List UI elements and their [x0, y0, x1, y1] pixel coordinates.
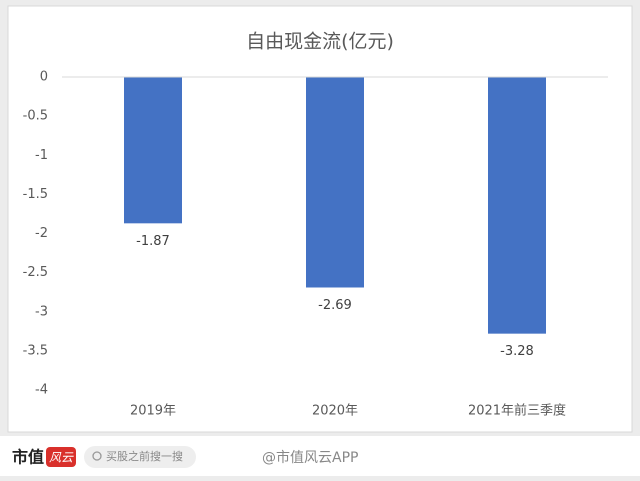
value-label: -3.28: [500, 344, 534, 359]
bar: [306, 77, 364, 288]
x-tick-label: 2019年: [130, 404, 176, 419]
y-tick-label: -0.5: [23, 109, 48, 124]
y-tick-label: -2: [35, 226, 48, 241]
y-tick-label: -4: [35, 383, 48, 398]
value-label: -2.69: [318, 298, 352, 313]
y-tick-label: -2.5: [23, 265, 48, 280]
x-tick-label: 2020年: [312, 404, 358, 419]
value-label: -1.87: [136, 234, 170, 249]
footer-logo-badge: 风云: [49, 451, 74, 465]
logo-badge-bg: [46, 447, 76, 467]
y-tick-label: 0: [40, 70, 48, 85]
bar: [488, 77, 546, 334]
bar: [124, 77, 182, 224]
footer-logo: 市值: [12, 448, 44, 467]
search-icon: [92, 451, 102, 461]
chart-title: 自由现金流(亿元): [246, 31, 394, 53]
y-tick-label: -3.5: [23, 343, 48, 358]
footer-watermark: @市值风云APP: [262, 449, 358, 466]
y-tick-label: -1.5: [23, 187, 48, 202]
search-box[interactable]: [84, 446, 196, 468]
y-tick-label: -3: [35, 304, 48, 319]
search-text: 买股之前搜一搜: [106, 449, 183, 463]
x-tick-label: 2021年前三季度: [468, 403, 566, 419]
y-tick-label: -1: [35, 148, 48, 163]
